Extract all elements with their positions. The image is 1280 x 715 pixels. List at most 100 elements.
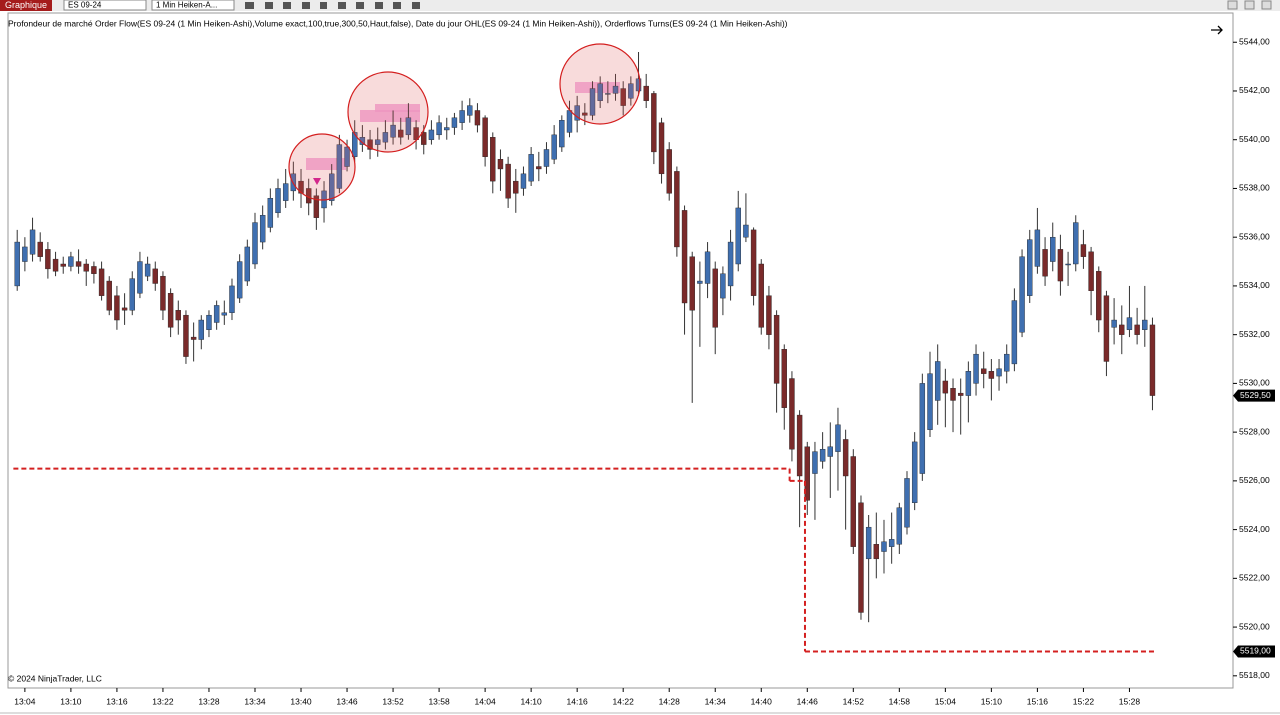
highlight-circle [288,133,356,201]
instrument-select[interactable] [63,0,147,11]
candle-body [1096,271,1102,321]
candle-body [704,251,711,284]
candle-body [781,349,787,408]
candle-body [896,507,903,545]
candle-body [566,110,573,133]
y-tick-label: 5536,00 [1239,231,1270,241]
candle-body [835,424,841,452]
x-tick-label: 15:22 [1073,696,1095,706]
candle-body [727,241,734,287]
candle-body [352,132,358,157]
candle-body [160,275,166,311]
candle-body [1065,263,1071,266]
tab-button[interactable] [0,0,52,11]
candle-body [367,139,373,150]
x-tick-label: 13:58 [428,696,450,706]
candle-body [666,149,672,194]
candle-body [428,129,435,140]
candle-body [37,241,43,257]
candle-body [528,154,534,182]
x-tick-label: 14:28 [659,696,681,706]
y-tick-label: 5538,00 [1239,183,1270,193]
candle-body [612,85,619,94]
plot-area [7,12,1234,689]
candle-body [712,268,718,328]
candle-body [267,197,274,228]
candle-body [98,268,105,296]
candle-body [827,446,833,457]
candle-body [474,110,481,126]
interval-label[interactable]: 1 Min Heiken-A... [156,1,217,10]
y-tick-label: 5518,00 [1239,670,1270,680]
candle-body [796,414,803,477]
candle-body [91,266,97,274]
y-tick-label: 5520,00 [1239,621,1270,631]
candle-body [298,180,304,194]
turn-marker [313,178,321,185]
x-tick-label: 14:46 [797,696,819,706]
candle-body [83,263,89,272]
candle-body [927,373,933,430]
candle-body [1011,300,1018,365]
tab-label[interactable]: Graphique [5,0,47,10]
toolbar-icons[interactable] [245,0,1272,10]
candle-body [681,210,688,304]
x-tick-label: 14:40 [751,696,773,706]
instrument-label[interactable]: ES 09-24 [68,1,102,10]
candle-body [643,85,649,101]
candle-body [313,195,320,218]
candle-body [229,285,235,313]
candle-body [1080,244,1087,257]
candle-body [1034,229,1041,267]
candle-body [45,249,51,270]
candle-body [390,124,396,138]
candle-body [881,541,887,552]
scroll-arrow[interactable] [1211,25,1223,35]
candle-body [551,134,557,160]
candle-body [451,117,458,128]
candle-body [651,93,657,153]
candle-body [520,173,527,189]
y-tick-label: 5530,00 [1239,378,1270,388]
candle-body [175,310,181,321]
volume-zone [360,110,420,122]
candle-body [167,293,174,328]
candle-body [589,88,596,116]
candle-body [996,368,1002,377]
toolbar [0,0,1280,11]
candle-body [1027,239,1033,296]
y-tick-label: 5526,00 [1239,475,1270,485]
candle-body [244,246,251,282]
candle-body [965,371,972,396]
candle-body [60,263,66,267]
candle-body [398,129,404,138]
candle-body [819,448,826,462]
candle-body [957,392,964,396]
y-tick-label: 5534,00 [1239,280,1270,290]
y-tick-label: 5544,00 [1239,36,1270,46]
candle-body [444,127,450,131]
candle-body [259,215,266,243]
x-tick-label: 13:28 [198,696,220,706]
candle-body [206,314,212,330]
candle-body [459,110,465,123]
x-tick-label: 14:04 [474,696,496,706]
candle-body [620,88,626,106]
x-tick-label: 15:16 [1027,696,1049,706]
candle-body [582,112,588,116]
candle-body [1050,236,1056,262]
candle-body [382,132,389,143]
candle-body [942,380,949,394]
candle-body [720,273,726,299]
candle-body [628,83,634,99]
candle-body [467,105,473,116]
interval-select[interactable] [151,0,235,11]
candle-body [275,188,281,214]
price-marker [1233,389,1275,402]
candle-body [766,295,772,335]
candle-body [121,307,128,311]
candle-body [190,336,197,340]
candle-body [674,171,680,248]
candle-body [973,353,979,384]
